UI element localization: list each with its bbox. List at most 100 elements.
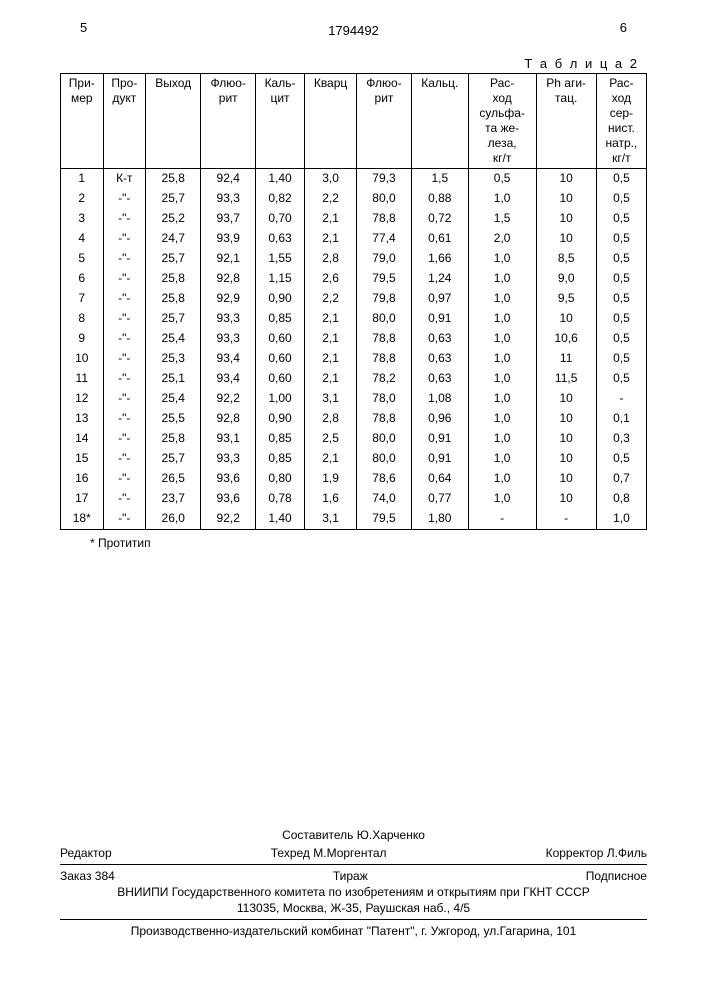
- table-cell: -"-: [103, 389, 146, 409]
- table-cell: 0,60: [256, 329, 305, 349]
- table-cell: 25,7: [146, 309, 201, 329]
- table-cell: 13: [61, 409, 104, 429]
- table-cell: 0,88: [411, 189, 468, 209]
- table-cell: -"-: [103, 269, 146, 289]
- table-cell: 0,1: [596, 409, 646, 429]
- table-cell: 0,5: [596, 289, 646, 309]
- table-row: 1К-т25,892,41,403,079,31,50,5100,5: [61, 169, 647, 190]
- table-cell: 1,5: [411, 169, 468, 190]
- order-number: Заказ 384: [60, 869, 115, 883]
- table-cell: 9,0: [536, 269, 596, 289]
- table-cell: 10,6: [536, 329, 596, 349]
- table-cell: 79,5: [357, 269, 412, 289]
- table-row: 9-"-25,493,30,602,178,80,631,010,60,5: [61, 329, 647, 349]
- table-cell: 0,90: [256, 409, 305, 429]
- table-cell: 1,9: [304, 469, 356, 489]
- table-cell: 2,1: [304, 449, 356, 469]
- column-header: Выход: [146, 74, 201, 169]
- table-row: 3-"-25,293,70,702,178,80,721,5100,5: [61, 209, 647, 229]
- table-cell: 0,60: [256, 349, 305, 369]
- table-row: 11-"-25,193,40,602,178,20,631,011,50,5: [61, 369, 647, 389]
- table-cell: -"-: [103, 429, 146, 449]
- table-cell: 93,7: [201, 209, 256, 229]
- table-row: 16-"-26,593,60,801,978,60,641,0100,7: [61, 469, 647, 489]
- table-label: Т а б л и ц а 2: [60, 56, 647, 71]
- table-cell: 3,0: [304, 169, 356, 190]
- table-cell: 11: [536, 349, 596, 369]
- table-cell: 9: [61, 329, 104, 349]
- table-cell: 92,2: [201, 389, 256, 409]
- table-cell: 2,8: [304, 409, 356, 429]
- table-cell: 10: [536, 389, 596, 409]
- table-row: 17-"-23,793,60,781,674,00,771,0100,8: [61, 489, 647, 509]
- table-cell: 25,4: [146, 329, 201, 349]
- table-cell: 25,7: [146, 249, 201, 269]
- table-cell: 0,77: [411, 489, 468, 509]
- table-cell: 2: [61, 189, 104, 209]
- table-cell: -: [596, 389, 646, 409]
- footnote: * Протитип: [90, 536, 647, 550]
- table-cell: 0,85: [256, 309, 305, 329]
- table-cell: 1,6: [304, 489, 356, 509]
- page-num-left: 5: [80, 20, 87, 35]
- table-cell: 0,85: [256, 449, 305, 469]
- data-table: При-мерПро-дуктВыходФлюо-ритКаль-цитКвар…: [60, 73, 647, 530]
- table-cell: 18*: [61, 509, 104, 530]
- table-cell: 93,6: [201, 489, 256, 509]
- table-cell: 1,0: [468, 349, 536, 369]
- table-cell: 0,5: [596, 189, 646, 209]
- table-cell: 2,0: [468, 229, 536, 249]
- table-cell: 2,1: [304, 229, 356, 249]
- table-cell: 1,08: [411, 389, 468, 409]
- table-cell: 8,5: [536, 249, 596, 269]
- table-cell: 25,8: [146, 169, 201, 190]
- table-cell: 25,8: [146, 289, 201, 309]
- table-cell: 0,90: [256, 289, 305, 309]
- table-cell: 80,0: [357, 309, 412, 329]
- table-row: 8-"-25,793,30,852,180,00,911,0100,5: [61, 309, 647, 329]
- table-row: 2-"-25,793,30,822,280,00,881,0100,5: [61, 189, 647, 209]
- table-cell: 2,2: [304, 289, 356, 309]
- table-cell: -"-: [103, 249, 146, 269]
- table-cell: 0,63: [411, 329, 468, 349]
- table-cell: 78,8: [357, 349, 412, 369]
- table-row: 4-"-24,793,90,632,177,40,612,0100,5: [61, 229, 647, 249]
- table-cell: -"-: [103, 209, 146, 229]
- table-cell: 1,80: [411, 509, 468, 530]
- table-cell: -"-: [103, 449, 146, 469]
- tirage: Тираж: [333, 869, 368, 883]
- table-cell: 0,5: [596, 269, 646, 289]
- table-cell: 1,0: [468, 189, 536, 209]
- table-cell: 93,6: [201, 469, 256, 489]
- table-cell: 77,4: [357, 229, 412, 249]
- table-cell: 15: [61, 449, 104, 469]
- table-cell: 2,5: [304, 429, 356, 449]
- table-cell: -"-: [103, 349, 146, 369]
- table-cell: 0,3: [596, 429, 646, 449]
- table-cell: 24,7: [146, 229, 201, 249]
- table-cell: 1,0: [468, 449, 536, 469]
- table-cell: 93,3: [201, 189, 256, 209]
- table-cell: 78,6: [357, 469, 412, 489]
- table-cell: 0,5: [596, 229, 646, 249]
- table-cell: 25,5: [146, 409, 201, 429]
- table-cell: 1,24: [411, 269, 468, 289]
- table-cell: 1,0: [468, 469, 536, 489]
- table-row: 14-"-25,893,10,852,580,00,911,0100,3: [61, 429, 647, 449]
- table-cell: 6: [61, 269, 104, 289]
- table-cell: 2,2: [304, 189, 356, 209]
- table-cell: 0,82: [256, 189, 305, 209]
- table-cell: 1,00: [256, 389, 305, 409]
- address-1: 113035, Москва, Ж-35, Раушская наб., 4/5: [60, 901, 647, 915]
- table-cell: -"-: [103, 409, 146, 429]
- table-cell: 1,55: [256, 249, 305, 269]
- table-cell: -: [468, 509, 536, 530]
- table-cell: -"-: [103, 329, 146, 349]
- table-cell: 74,0: [357, 489, 412, 509]
- table-cell: 1,40: [256, 169, 305, 190]
- table-cell: 3,1: [304, 389, 356, 409]
- table-row: 13-"-25,592,80,902,878,80,961,0100,1: [61, 409, 647, 429]
- column-header: Кальц.: [411, 74, 468, 169]
- table-cell: 10: [536, 189, 596, 209]
- table-cell: 0,85: [256, 429, 305, 449]
